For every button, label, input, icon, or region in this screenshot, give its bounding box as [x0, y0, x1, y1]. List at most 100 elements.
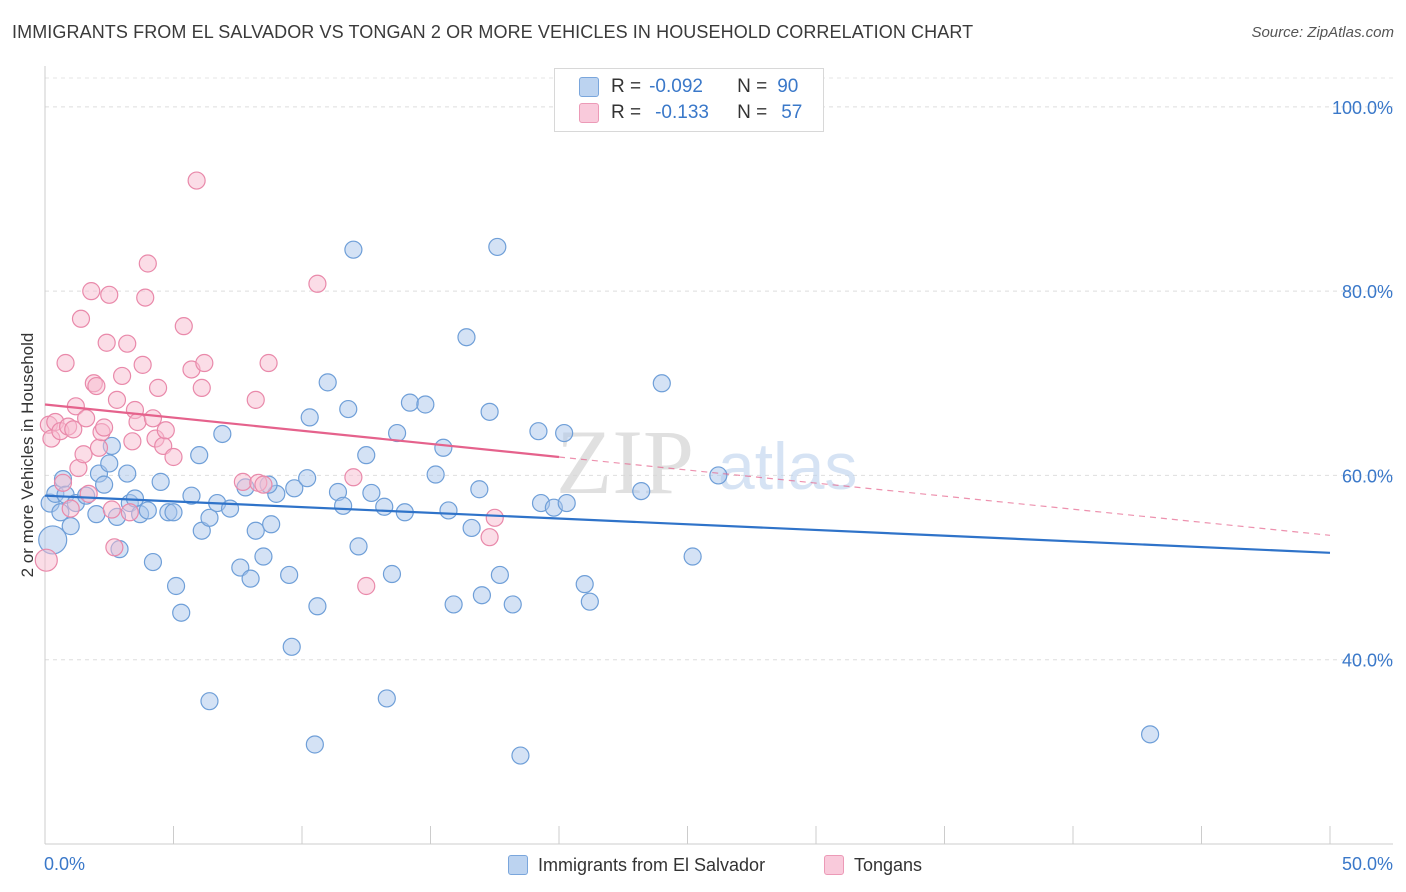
data-point [334, 496, 353, 515]
data-point [166, 576, 186, 596]
data-point [555, 423, 574, 443]
bottom-legend-swatch-pink [824, 855, 844, 875]
data-point [77, 409, 96, 428]
data-point [308, 597, 327, 616]
data-point [82, 282, 101, 301]
data-point [426, 465, 445, 484]
data-point [300, 408, 319, 427]
legend-row-el-salvador: R = -0.092 N = 90 [579, 75, 798, 99]
y-axis-label: 2 or more Vehicles in Household [18, 332, 37, 578]
data-point [357, 576, 376, 596]
data-point [503, 595, 522, 614]
data-point [362, 483, 381, 503]
data-point [61, 499, 80, 518]
data-point [377, 689, 396, 708]
trend-line-el-salvador [44, 494, 1331, 554]
data-point [164, 503, 183, 522]
data-point [305, 735, 324, 754]
data-point [511, 746, 530, 765]
tick-labels: 40.0% 60.0% 80.0% 100.0% 0.0% 50.0% [44, 98, 1393, 874]
watermark-zip: ZIP [556, 411, 694, 513]
data-point [200, 508, 219, 527]
series-el-salvador [38, 237, 1160, 765]
data-point [143, 552, 163, 572]
data-point [480, 402, 499, 421]
data-point [254, 547, 273, 566]
data-point [709, 466, 728, 485]
data-point [148, 378, 168, 397]
data-point [557, 493, 576, 513]
data-point [375, 497, 394, 516]
legend-n-value: 57 [781, 102, 803, 123]
data-point [138, 254, 157, 273]
data-point [192, 378, 211, 397]
bottom-legend-swatch-blue [508, 855, 528, 875]
data-point [151, 472, 170, 491]
x-tick-label: 50.0% [1342, 854, 1393, 874]
data-point [123, 432, 142, 451]
legend-r-label: R = [611, 76, 642, 97]
data-point [213, 424, 232, 444]
data-point [632, 481, 651, 501]
data-point [344, 468, 363, 487]
legend-r-label: R = [611, 102, 642, 123]
data-point [97, 333, 116, 352]
data-point [357, 446, 376, 465]
bottom-legend-label: Immigrants from El Salvador [538, 854, 766, 875]
data-point [308, 274, 327, 293]
bottom-legend-el-salvador: Immigrants from El Salvador [508, 852, 765, 878]
data-point [488, 237, 507, 257]
chart-title: IMMIGRANTS FROM EL SALVADOR VS TONGAN 2 … [12, 22, 974, 42]
data-point [285, 479, 304, 498]
data-point [339, 399, 358, 419]
data-point [102, 500, 121, 519]
data-point [280, 565, 299, 585]
source-credit: Source: ZipAtlas.com [1251, 24, 1394, 41]
data-point [118, 464, 137, 483]
y-tick-label: 60.0% [1342, 466, 1393, 486]
data-point [490, 565, 509, 585]
data-point [480, 528, 499, 547]
data-point [87, 376, 106, 396]
data-point [53, 473, 73, 492]
axes [44, 66, 1393, 845]
legend-swatch-blue [579, 77, 599, 97]
data-point [472, 586, 491, 605]
data-point [444, 595, 463, 614]
data-point [120, 503, 139, 522]
data-point [282, 637, 301, 656]
data-point [79, 484, 98, 503]
y-tick-label: 80.0% [1342, 282, 1393, 302]
data-point [34, 548, 58, 572]
data-point [439, 501, 458, 520]
data-point [233, 472, 252, 491]
data-point [118, 334, 137, 353]
data-point [575, 575, 594, 594]
legend-row-tongans: R = -0.133 N = 57 [579, 101, 802, 125]
legend-r-value: -0.133 [655, 102, 709, 123]
data-point [246, 390, 265, 409]
data-point [164, 447, 183, 467]
data-point [138, 501, 157, 520]
data-point [382, 564, 402, 584]
data-point [174, 317, 193, 336]
data-point [133, 355, 152, 374]
data-point [187, 171, 206, 190]
data-point [485, 508, 504, 527]
data-point [344, 240, 363, 259]
data-point [400, 393, 420, 412]
legend-n-label: N = [737, 76, 768, 97]
data-point [190, 446, 209, 465]
data-point [56, 353, 75, 373]
data-point [172, 603, 191, 622]
data-point [200, 692, 219, 711]
data-point [434, 438, 453, 457]
data-point [416, 395, 435, 414]
data-point [156, 421, 175, 440]
data-point [683, 547, 702, 566]
x-tick-label: 0.0% [44, 854, 85, 874]
trend-line-tongans-extension [558, 456, 1331, 536]
data-point [87, 505, 106, 524]
data-point [100, 285, 119, 304]
data-point [182, 486, 201, 505]
